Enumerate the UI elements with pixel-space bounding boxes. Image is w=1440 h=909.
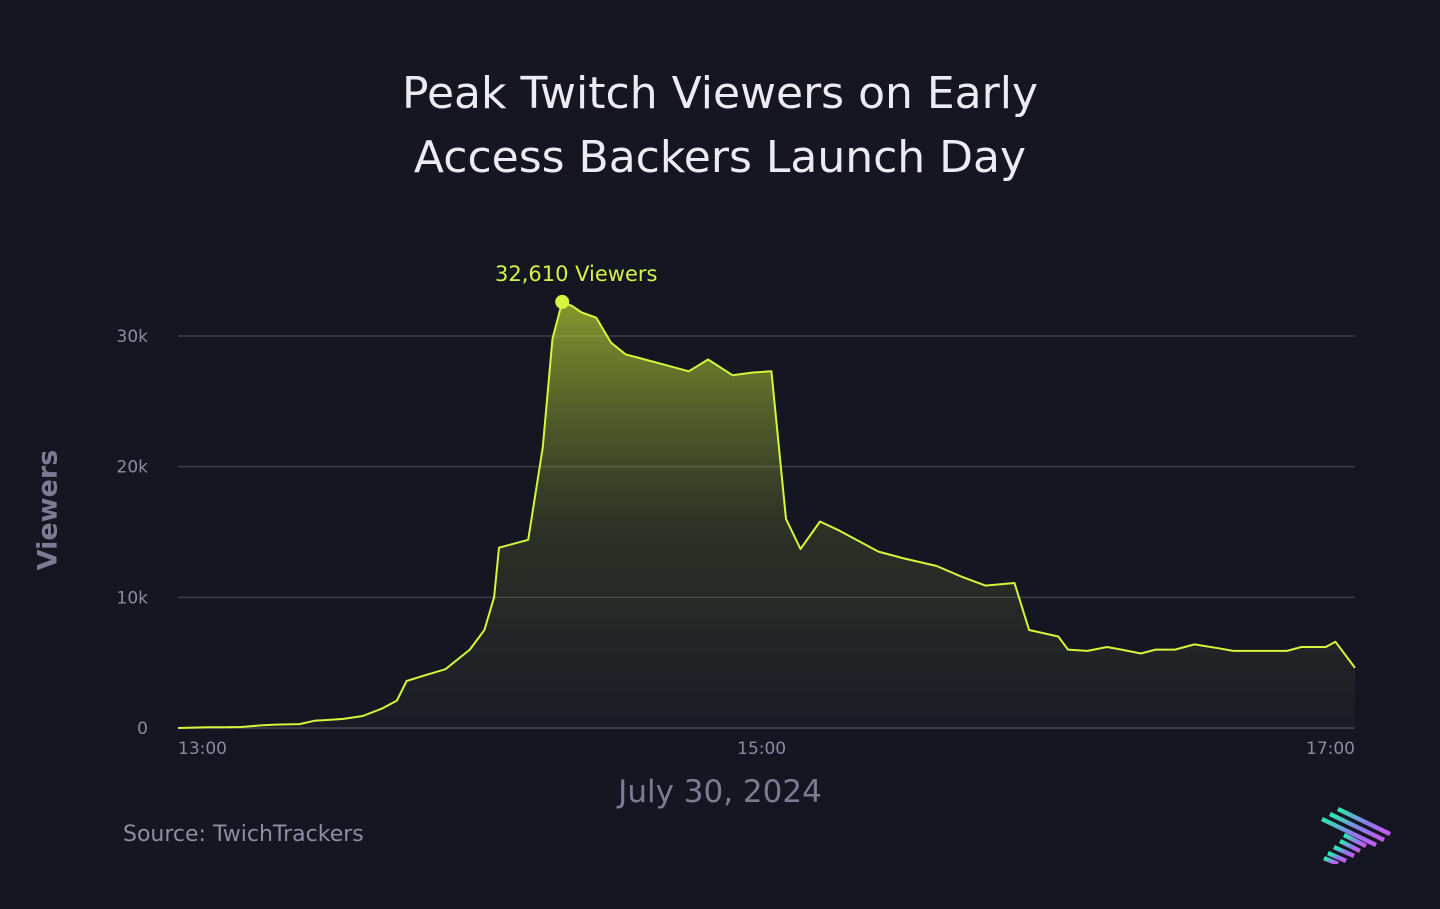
- y-tick-label: 10k: [117, 588, 149, 608]
- y-axis-label: Viewers: [32, 449, 64, 571]
- viewers-area: [178, 301, 1355, 728]
- x-axis-label: July 30, 2024: [618, 774, 822, 810]
- chart-title-line-1: Peak Twitch Viewers on Early: [402, 68, 1038, 119]
- x-tick-label: 15:00: [737, 739, 786, 759]
- source-note: Source: TwichTrackers: [123, 822, 364, 847]
- y-tick-label: 20k: [117, 458, 149, 478]
- y-tick-label: 30k: [117, 327, 149, 347]
- x-axis-ticks: 13:00 15:00 17:00: [178, 739, 1355, 759]
- peak-label: 32,610 Viewers: [495, 262, 657, 286]
- y-tick-label: 0: [137, 719, 148, 739]
- striped-arrow-logo-icon: [1320, 806, 1392, 864]
- y-axis-ticks: 0 10k 20k 30k: [117, 327, 149, 739]
- x-tick-label: 17:00: [1306, 739, 1355, 759]
- chart-title-line-2: Access Backers Launch Day: [413, 132, 1027, 183]
- x-tick-label: 13:00: [178, 739, 227, 759]
- viewers-line: [177, 300, 1356, 729]
- chart-title: Peak Twitch Viewers on Early Access Back…: [0, 62, 1440, 190]
- peak-marker: [555, 294, 570, 309]
